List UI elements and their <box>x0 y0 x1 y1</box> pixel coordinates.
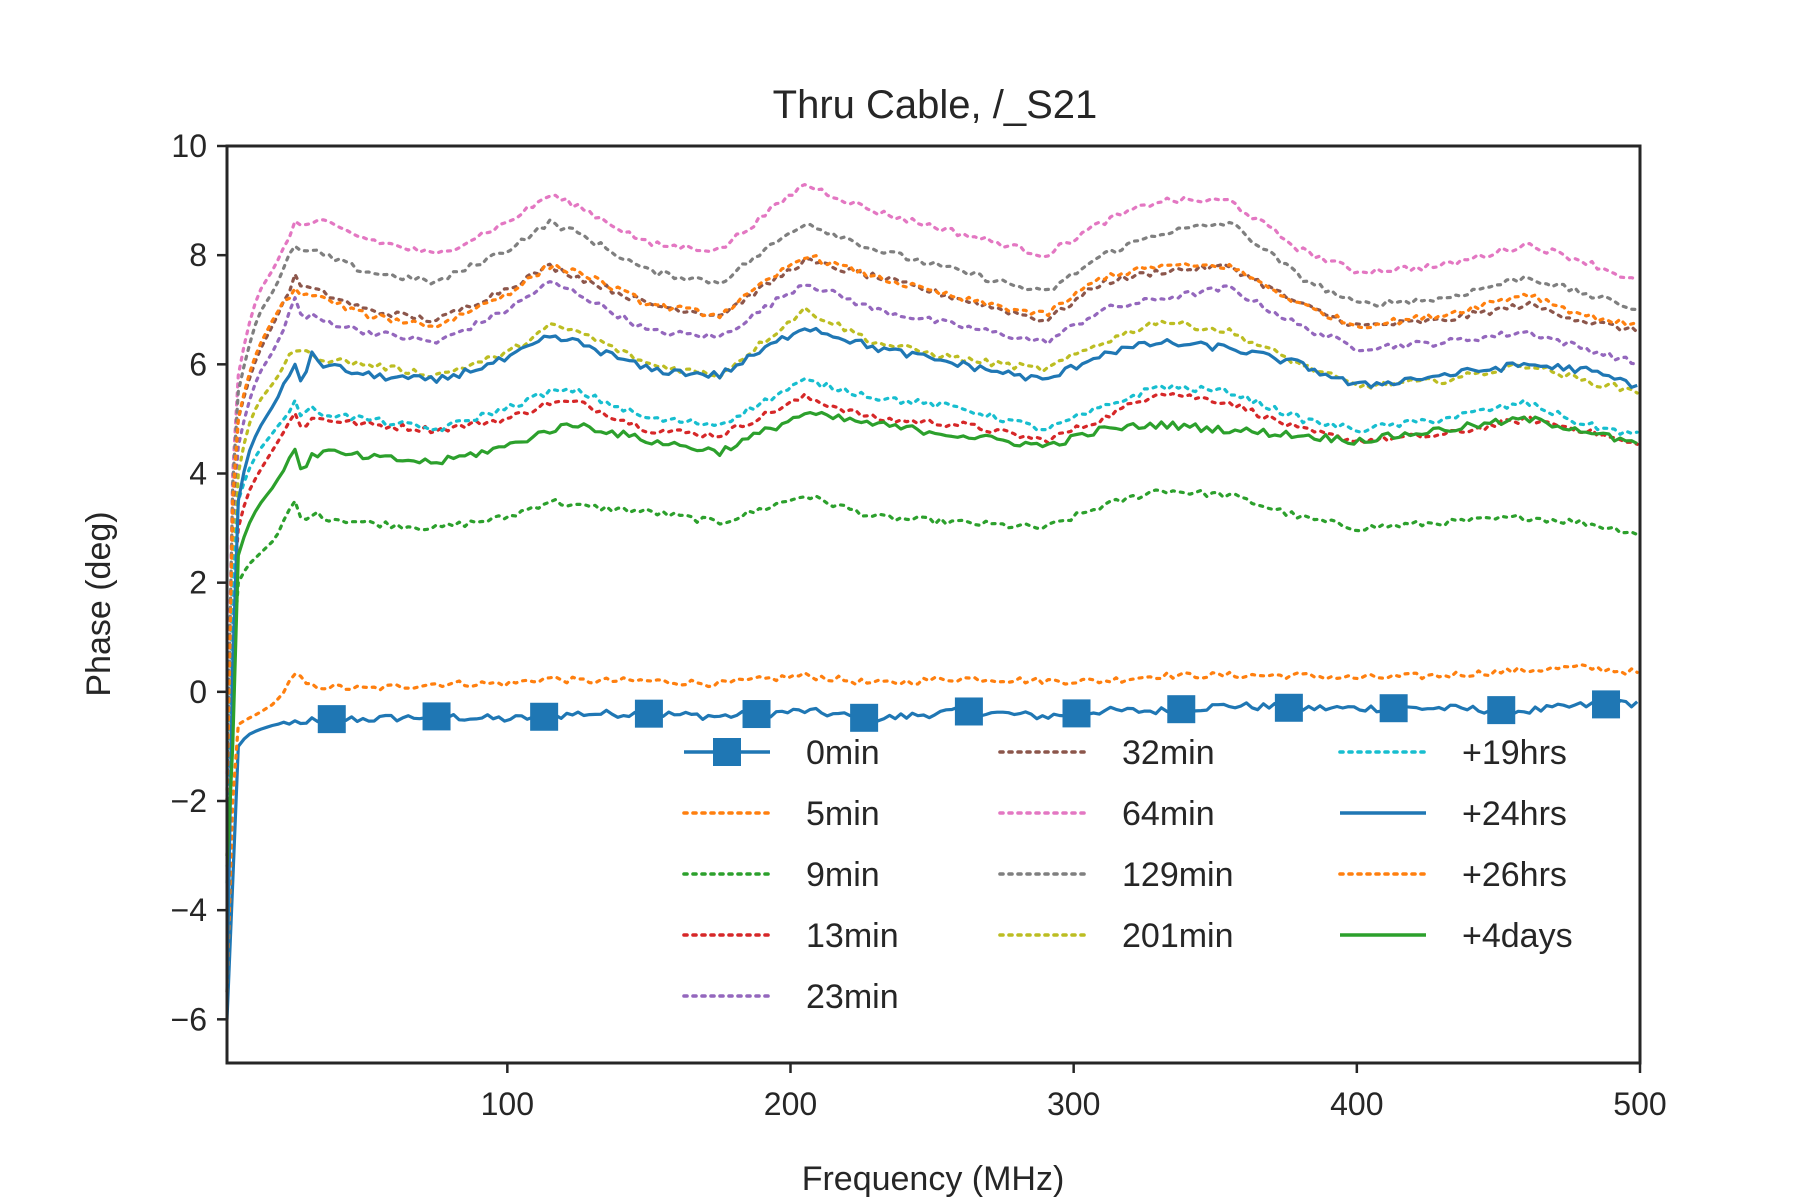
series-marker <box>954 697 983 726</box>
y-tick-label: 10 <box>171 128 207 164</box>
series-line-64min <box>225 183 1639 776</box>
series-marker <box>317 705 346 734</box>
series-line-0min <box>225 699 1639 1020</box>
legend-label: 5min <box>806 795 880 833</box>
series-marker <box>1379 694 1408 723</box>
series-marker <box>1592 690 1621 719</box>
legend-label: +4days <box>1462 917 1573 955</box>
series-marker <box>634 699 663 728</box>
legend-label: 32min <box>1122 734 1215 772</box>
legend-label: 13min <box>806 917 899 955</box>
legend-label: 201min <box>1122 917 1234 955</box>
series-line-19hrs <box>225 377 1639 885</box>
series-line-23min <box>225 280 1639 803</box>
series-line-24hrs <box>225 326 1638 993</box>
x-axis: 100 200 300 400 500 <box>481 1063 1667 1122</box>
legend-label: +26hrs <box>1462 856 1567 894</box>
y-tick-label: −4 <box>171 892 207 928</box>
x-tick-label: 500 <box>1613 1086 1666 1122</box>
plot-frame <box>225 144 1642 1065</box>
series-marker <box>422 702 451 731</box>
series-marker <box>1167 695 1196 724</box>
chart-title: Thru Cable, /_S21 <box>773 83 1098 127</box>
x-tick-label: 300 <box>1047 1086 1100 1122</box>
legend-label: 0min <box>806 734 880 772</box>
series-marker <box>1274 693 1303 722</box>
y-tick-label: 8 <box>189 237 207 273</box>
y-tick-label: −6 <box>171 1001 207 1037</box>
series-line-13min <box>225 392 1639 912</box>
y-tick-label: 6 <box>189 346 207 382</box>
y-axis-label: Phase (deg) <box>80 511 118 696</box>
x-tick-label: 400 <box>1330 1086 1383 1122</box>
series-marker <box>1487 696 1516 725</box>
series-line-9min <box>225 488 1639 858</box>
series-line-201min <box>225 306 1639 858</box>
y-tick-label: 0 <box>189 674 207 710</box>
legend-label: 9min <box>806 856 880 894</box>
legend-label: 64min <box>1122 795 1215 833</box>
x-tick-label: 100 <box>481 1086 534 1122</box>
y-tick-label: 2 <box>189 565 207 601</box>
legend-label: +19hrs <box>1462 734 1567 772</box>
plot-lines <box>225 183 1639 1020</box>
legend-marker <box>713 738 741 766</box>
series-line-32min <box>225 257 1639 803</box>
legend-label: +24hrs <box>1462 795 1567 833</box>
series-marker <box>850 703 879 732</box>
legend-label: 129min <box>1122 856 1234 894</box>
series-marker <box>742 700 771 729</box>
x-tick-label: 200 <box>764 1086 817 1122</box>
x-axis-label: Frequency (MHz) <box>802 1160 1065 1198</box>
series-line-5min <box>225 663 1639 994</box>
legend: 0min 5min 9min 13min 23min 32min 64min 129min 20… <box>682 734 1573 1016</box>
legend-label: 23min <box>806 978 899 1016</box>
series-line-4days <box>225 410 1638 867</box>
y-axis: −6 −4 −2 0 2 4 6 8 10 <box>171 128 227 1037</box>
y-tick-label: 4 <box>189 456 207 492</box>
y-tick-label: −2 <box>171 783 207 819</box>
series-marker <box>530 702 559 731</box>
series-marker <box>1062 699 1091 728</box>
series-line-129min <box>225 218 1639 792</box>
series-line-26hrs <box>225 254 1639 803</box>
